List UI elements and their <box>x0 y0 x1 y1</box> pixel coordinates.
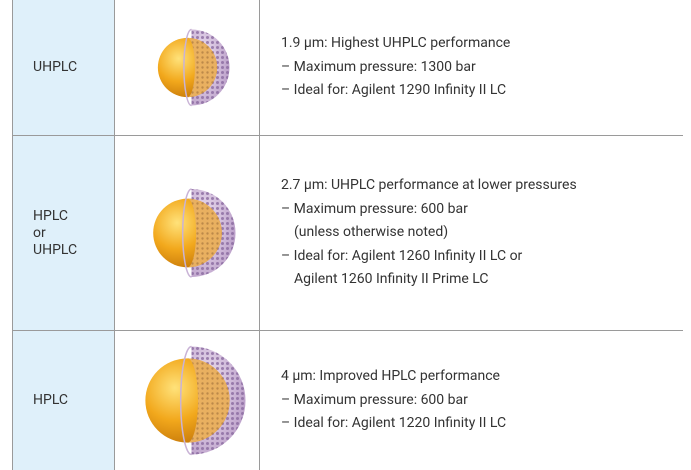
label-line: UHPLC <box>33 59 114 76</box>
text-line: 2.7 µm: UHPLC performance at lower press… <box>281 174 683 198</box>
text-line: Agilent 1260 Infinity II Prime LC <box>281 268 683 292</box>
page: {"table":{"rows":[ {"label":["UHPLC"],"l… <box>0 0 691 470</box>
row-text: 1.9 µm: Highest UHPLC performance – Maxi… <box>260 0 683 135</box>
text-line: (unless otherwise noted) <box>281 221 683 245</box>
row: UHPLC 1.9 µm: Highest UHPLC performance … <box>12 0 683 136</box>
particle-image <box>115 136 260 330</box>
text-line: – Ideal for: Agilent 1290 Infinity II LC <box>281 79 683 103</box>
particle <box>115 136 260 330</box>
text-line: 1.9 µm: Highest UHPLC performance <box>281 32 683 56</box>
particle-image <box>115 331 260 470</box>
particle-image <box>115 0 260 135</box>
text-line: – Ideal for: Agilent 1260 Infinity II LC… <box>281 245 683 269</box>
label-line: UHPLC <box>33 242 114 259</box>
row-label: HPLC or UHPLC <box>12 136 115 330</box>
text-line: 4 µm: Improved HPLC performance <box>281 365 683 389</box>
row: HPLC or UHPLC 2.7 µm: UHPLC performance … <box>12 136 683 331</box>
row-text: 2.7 µm: UHPLC performance at lower press… <box>260 136 683 330</box>
row-label: HPLC <box>12 331 115 470</box>
text-line: – Maximum pressure: 600 bar <box>281 389 683 413</box>
label-line: HPLC <box>33 208 114 225</box>
text-line: – Maximum pressure: 600 bar <box>281 198 683 222</box>
text-line: – Ideal for: Agilent 1220 Infinity II LC <box>281 412 683 436</box>
row: HPLC 4 µm: Improved HPLC performance – M… <box>12 331 683 470</box>
text-line: – Maximum pressure: 1300 bar <box>281 56 683 80</box>
particle <box>115 0 260 135</box>
table: UHPLC 1.9 µm: Highest UHPLC performance … <box>12 0 683 470</box>
label-line: or <box>33 225 114 242</box>
particle <box>115 331 260 470</box>
row-label: UHPLC <box>12 0 115 135</box>
label-line: HPLC <box>33 392 114 409</box>
row-text: 4 µm: Improved HPLC performance – Maximu… <box>260 331 683 470</box>
